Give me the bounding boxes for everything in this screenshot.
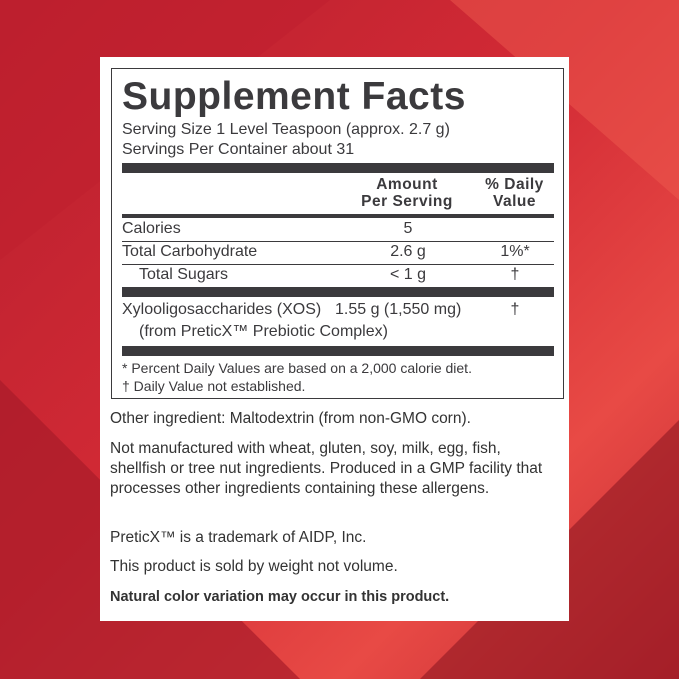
trademark-note: PreticX™ is a trademark of AIDP, Inc. [110,529,367,546]
row-label: Calories [122,220,181,237]
row-dv: 1%* [500,243,530,260]
color-variation-note: Natural color variation may occur in thi… [110,589,450,605]
row-label: Total Carbohydrate [122,243,258,260]
divider-bar [122,287,554,297]
row-amount: < 1 g [389,266,427,283]
xos-amount: 1.55 g (1,550 mg) [335,301,462,318]
divider-bar [122,163,554,173]
header-daily-value: % Daily Value [472,176,557,210]
row-divider [122,241,554,242]
header-amount: Amount Per Serving [352,176,462,210]
row-divider [122,264,554,265]
divider-bar [122,214,554,218]
weight-note: This product is sold by weight not volum… [110,558,398,575]
servings-per-container: Servings Per Container about 31 [122,141,355,158]
header-dv-line2: Value [493,193,536,210]
row-label: Total Sugars [139,266,228,283]
header-dv-line1: % Daily [485,176,544,193]
serving-size: Serving Size 1 Level Teaspoon (approx. 2… [122,121,450,138]
divider-bar [122,346,554,356]
footnote: * Percent Daily Values are based on a 2,… [122,360,472,376]
supplement-facts-box: Supplement Facts Serving Size 1 Level Te… [111,68,564,399]
xos-source: (from PreticX™ Prebiotic Complex) [139,323,388,340]
title: Supplement Facts [122,75,466,118]
header-amount-line2: Per Serving [361,193,453,210]
label-panel: Supplement Facts Serving Size 1 Level Te… [100,57,569,621]
row-amount: 2.6 g [390,243,426,260]
header-amount-line1: Amount [376,176,438,193]
xos-label: Xylooligosaccharides (XOS) [122,301,322,318]
footnote: † Daily Value not established. [122,378,306,394]
xos-dv: † [510,301,520,318]
row-amount: 5 [403,220,413,237]
row-dv: † [510,266,520,283]
other-ingredients: Other ingredient: Maltodextrin (from non… [110,410,471,427]
allergen-statement: Not manufactured with wheat, gluten, soy… [110,440,543,497]
